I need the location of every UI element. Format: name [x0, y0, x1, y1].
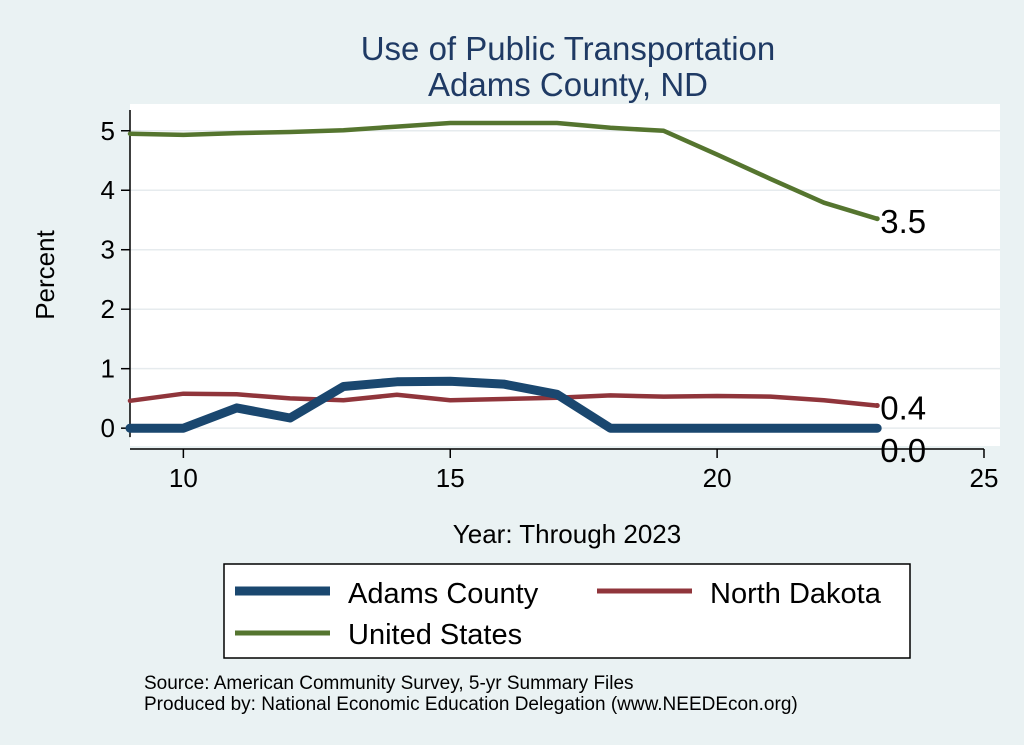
series-line-north-dakota: [127, 391, 880, 408]
legend: Adams County North Dakota United States: [223, 563, 911, 659]
x-tick-label-15: 15: [436, 463, 465, 493]
y-tick-label-3: 3: [101, 235, 115, 265]
series-line-united-states: [127, 120, 880, 222]
axes: 0 1 2 3 4 5 10 15 20 25: [101, 109, 999, 493]
series-end-point-adams-county: [874, 425, 880, 431]
series-layer: 3.5 0.4 0.0: [125, 120, 926, 469]
legend-label-united-states: United States: [348, 619, 522, 651]
chart-title-line-1: Use of Public Transportation: [361, 30, 776, 67]
series-line-adams-county: [125, 376, 882, 433]
gridlines: [130, 130, 1000, 429]
y-tick-label-0: 0: [101, 413, 115, 443]
x-tick-label-10: 10: [169, 463, 198, 493]
source-note: Source: American Community Survey, 5-yr …: [144, 673, 634, 694]
y-tick-label-5: 5: [101, 116, 115, 146]
plot-area: [130, 104, 1000, 446]
x-tick-label-20: 20: [703, 463, 732, 493]
chart-title-line-2: Adams County, ND: [428, 66, 708, 103]
end-label-north-dakota: 0.4: [880, 390, 926, 427]
legend-box: [223, 563, 911, 659]
end-label-united-states: 3.5: [880, 203, 926, 240]
legend-label-adams-county: Adams County: [348, 578, 539, 610]
x-axis-title: Year: Through 2023: [453, 519, 681, 549]
y-axis-title: Percent: [30, 229, 60, 319]
series-end-point-north-dakota: [874, 403, 880, 409]
y-tick-label-1: 1: [101, 354, 115, 384]
legend-label-north-dakota: North Dakota: [710, 578, 882, 610]
producer-note: Produced by: National Economic Education…: [144, 694, 798, 715]
y-tick-label-2: 2: [101, 294, 115, 324]
x-tick-label-25: 25: [970, 463, 999, 493]
series-end-point-united-states: [874, 216, 880, 222]
end-label-adams-county: 0.0: [880, 432, 926, 469]
y-tick-label-4: 4: [101, 175, 115, 205]
